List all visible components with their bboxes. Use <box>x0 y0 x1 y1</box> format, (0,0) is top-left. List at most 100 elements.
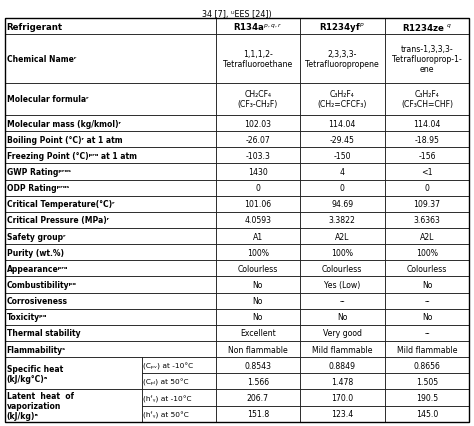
Text: A2L: A2L <box>420 232 434 241</box>
Bar <box>216 164 300 180</box>
Text: 101.06: 101.06 <box>244 200 272 209</box>
Bar <box>216 406 300 422</box>
Bar <box>216 357 300 374</box>
Bar <box>5 309 216 325</box>
Text: -150: -150 <box>334 152 351 161</box>
Text: 1,1,1,2-
Tetrafluoroethane: 1,1,1,2- Tetrafluoroethane <box>223 50 292 69</box>
Text: Boiling Point (°C)ʳ at 1 atm: Boiling Point (°C)ʳ at 1 atm <box>7 135 122 144</box>
Bar <box>5 357 142 389</box>
Bar <box>5 180 216 196</box>
Bar <box>385 180 469 196</box>
Text: A1: A1 <box>253 232 263 241</box>
Bar <box>385 341 469 357</box>
Bar <box>300 35 385 83</box>
Text: Refrigerant: Refrigerant <box>6 23 62 32</box>
Bar <box>5 148 216 164</box>
Bar <box>300 116 385 132</box>
Text: 145.0: 145.0 <box>416 409 438 418</box>
Bar <box>300 389 385 406</box>
Text: 100%: 100% <box>331 248 353 257</box>
Bar <box>300 261 385 277</box>
Bar <box>385 116 469 132</box>
Bar <box>5 132 216 148</box>
Text: 170.0: 170.0 <box>331 393 353 402</box>
Text: Flammabilityˢ: Flammabilityˢ <box>7 345 65 354</box>
Bar <box>300 309 385 325</box>
Text: Colourless: Colourless <box>407 264 447 273</box>
Bar <box>5 341 216 357</box>
Bar <box>385 35 469 83</box>
Text: 151.8: 151.8 <box>247 409 269 418</box>
Text: Safety groupʳ: Safety groupʳ <box>7 232 65 241</box>
Text: 0.8849: 0.8849 <box>328 361 356 370</box>
Bar <box>216 374 300 389</box>
Text: Colourless: Colourless <box>238 264 278 273</box>
Text: R1234yf$^p$: R1234yf$^p$ <box>319 21 365 34</box>
Text: No: No <box>337 313 347 322</box>
Bar <box>300 325 385 341</box>
Text: Yes (Low): Yes (Low) <box>324 280 360 289</box>
Bar <box>300 228 385 245</box>
Bar <box>300 164 385 180</box>
Bar <box>216 196 300 213</box>
Text: 100%: 100% <box>247 248 269 257</box>
Text: 123.4: 123.4 <box>331 409 353 418</box>
Text: Thermal stability: Thermal stability <box>7 329 80 338</box>
Bar <box>300 148 385 164</box>
Bar <box>216 293 300 309</box>
Text: Purity (wt.%): Purity (wt.%) <box>7 248 64 257</box>
Text: 4: 4 <box>340 168 345 177</box>
Bar <box>5 83 216 116</box>
Bar <box>300 341 385 357</box>
Text: 114.04: 114.04 <box>328 119 356 128</box>
Text: Molecular mass (kg/kmol)ʳ: Molecular mass (kg/kmol)ʳ <box>7 119 120 128</box>
Text: C₃H₂F₄
(CH₂=CFCF₃): C₃H₂F₄ (CH₂=CFCF₃) <box>318 90 367 109</box>
Bar <box>142 357 216 374</box>
Bar <box>300 277 385 293</box>
Bar <box>385 196 469 213</box>
Bar <box>216 228 300 245</box>
Text: Mild flammable: Mild flammable <box>312 345 373 354</box>
Text: -103.3: -103.3 <box>246 152 270 161</box>
Text: 1430: 1430 <box>248 168 268 177</box>
Bar <box>385 389 469 406</box>
Text: Molecular formulaʳ: Molecular formulaʳ <box>7 95 88 104</box>
Text: trans-1,3,3,3-
Tetrafluoroprop-1-
ene: trans-1,3,3,3- Tetrafluoroprop-1- ene <box>392 45 462 74</box>
Text: Chemical Nameʳ: Chemical Nameʳ <box>7 55 76 64</box>
Text: R134a$^{p,q,r}$: R134a$^{p,q,r}$ <box>233 21 283 33</box>
Bar <box>385 213 469 228</box>
Bar <box>216 325 300 341</box>
Text: -26.07: -26.07 <box>246 135 270 144</box>
Text: 0.8656: 0.8656 <box>413 361 440 370</box>
Bar <box>385 325 469 341</box>
Bar <box>5 35 216 83</box>
Bar <box>216 132 300 148</box>
Text: No: No <box>253 296 263 305</box>
Text: ODP Ratingᵖʳᵅˢ: ODP Ratingᵖʳᵅˢ <box>7 184 69 193</box>
Bar <box>300 374 385 389</box>
Bar <box>385 277 469 293</box>
Bar <box>300 132 385 148</box>
Text: 0.8543: 0.8543 <box>245 361 272 370</box>
Text: Combustibilityᵖᵅ: Combustibilityᵖᵅ <box>7 280 76 289</box>
Bar <box>216 245 300 261</box>
Text: No: No <box>253 280 263 289</box>
Bar <box>142 406 216 422</box>
Bar <box>385 19 469 35</box>
Text: 3.3822: 3.3822 <box>329 216 356 225</box>
Text: 1.505: 1.505 <box>416 377 438 386</box>
Bar <box>385 309 469 325</box>
Bar <box>385 374 469 389</box>
Bar <box>300 293 385 309</box>
Text: No: No <box>253 313 263 322</box>
Bar <box>142 374 216 389</box>
Text: Critical Pressure (MPa)ʳ: Critical Pressure (MPa)ʳ <box>7 216 109 225</box>
Text: Corrosiveness: Corrosiveness <box>7 296 68 305</box>
Text: Mild flammable: Mild flammable <box>397 345 457 354</box>
Bar <box>216 213 300 228</box>
Text: 102.03: 102.03 <box>245 119 272 128</box>
Bar <box>385 293 469 309</box>
Bar <box>216 83 300 116</box>
Bar <box>216 309 300 325</box>
Bar <box>5 389 142 422</box>
